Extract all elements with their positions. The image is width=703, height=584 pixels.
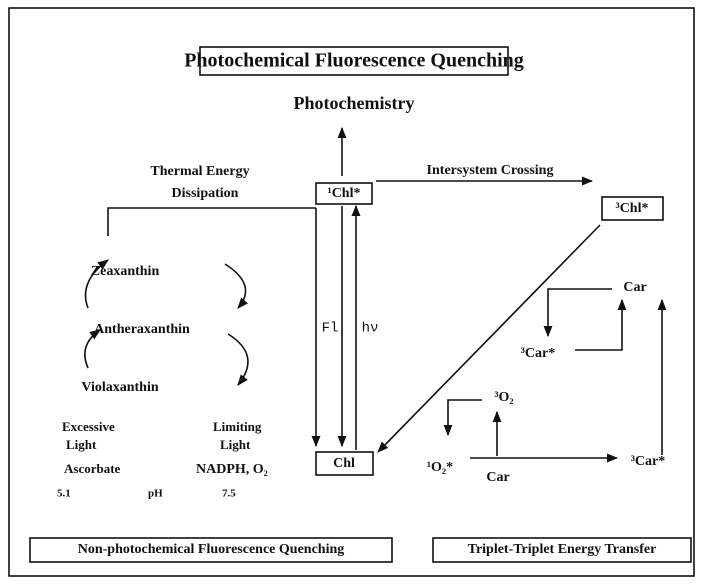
- arrow: [84, 259, 109, 309]
- condition: 7.5: [222, 488, 236, 500]
- footer-label: Triplet-Triplet Energy Transfer: [468, 542, 657, 557]
- condition: Ascorbate: [64, 461, 121, 476]
- arrow: [84, 329, 101, 369]
- node: ³Car*: [631, 454, 666, 469]
- condition: 5.1: [57, 488, 71, 500]
- arrow: [227, 333, 249, 386]
- node: Car: [486, 470, 509, 485]
- node: ³Chl*: [616, 201, 649, 216]
- footer-box: [432, 537, 692, 563]
- node: ³Car*: [521, 346, 556, 361]
- condition: Light: [220, 437, 251, 452]
- node: Chl: [333, 456, 355, 471]
- node: Violaxanthin: [81, 380, 158, 395]
- node: Antheraxanthin: [94, 322, 190, 337]
- node: ¹Chl*: [328, 186, 361, 201]
- edge-label: Dissipation: [172, 186, 239, 201]
- edge-label: Thermal Energy: [150, 164, 249, 179]
- condition: Excessive: [62, 419, 115, 434]
- node: ³O₂: [494, 390, 513, 405]
- footer-box: [29, 537, 393, 563]
- arrow: [377, 224, 601, 453]
- node-box: [601, 196, 664, 221]
- edge-label: Intersystem Crossing: [427, 163, 554, 178]
- footer-label: Non-photochemical Fluorescence Quenching: [78, 542, 345, 557]
- node: Car: [623, 280, 646, 295]
- node-box: [315, 182, 373, 205]
- condition: NADPH, O₂: [196, 462, 268, 477]
- condition: Limiting: [213, 419, 262, 434]
- connector: [107, 207, 316, 236]
- node: Photochemistry: [294, 93, 415, 113]
- arrow: [543, 288, 612, 338]
- node: ¹O₂*: [427, 460, 453, 475]
- edge-label: hν: [362, 321, 379, 337]
- title-box: [199, 46, 509, 76]
- edge-label: Fl: [322, 321, 339, 337]
- title: Photochemical Fluorescence Quenching: [184, 50, 524, 72]
- arrow: [224, 263, 248, 309]
- arrow: [575, 298, 627, 351]
- frame: [8, 7, 695, 577]
- condition: Light: [66, 437, 97, 452]
- condition: pH: [148, 488, 163, 500]
- arrow: [443, 399, 482, 437]
- node-box: [315, 451, 374, 476]
